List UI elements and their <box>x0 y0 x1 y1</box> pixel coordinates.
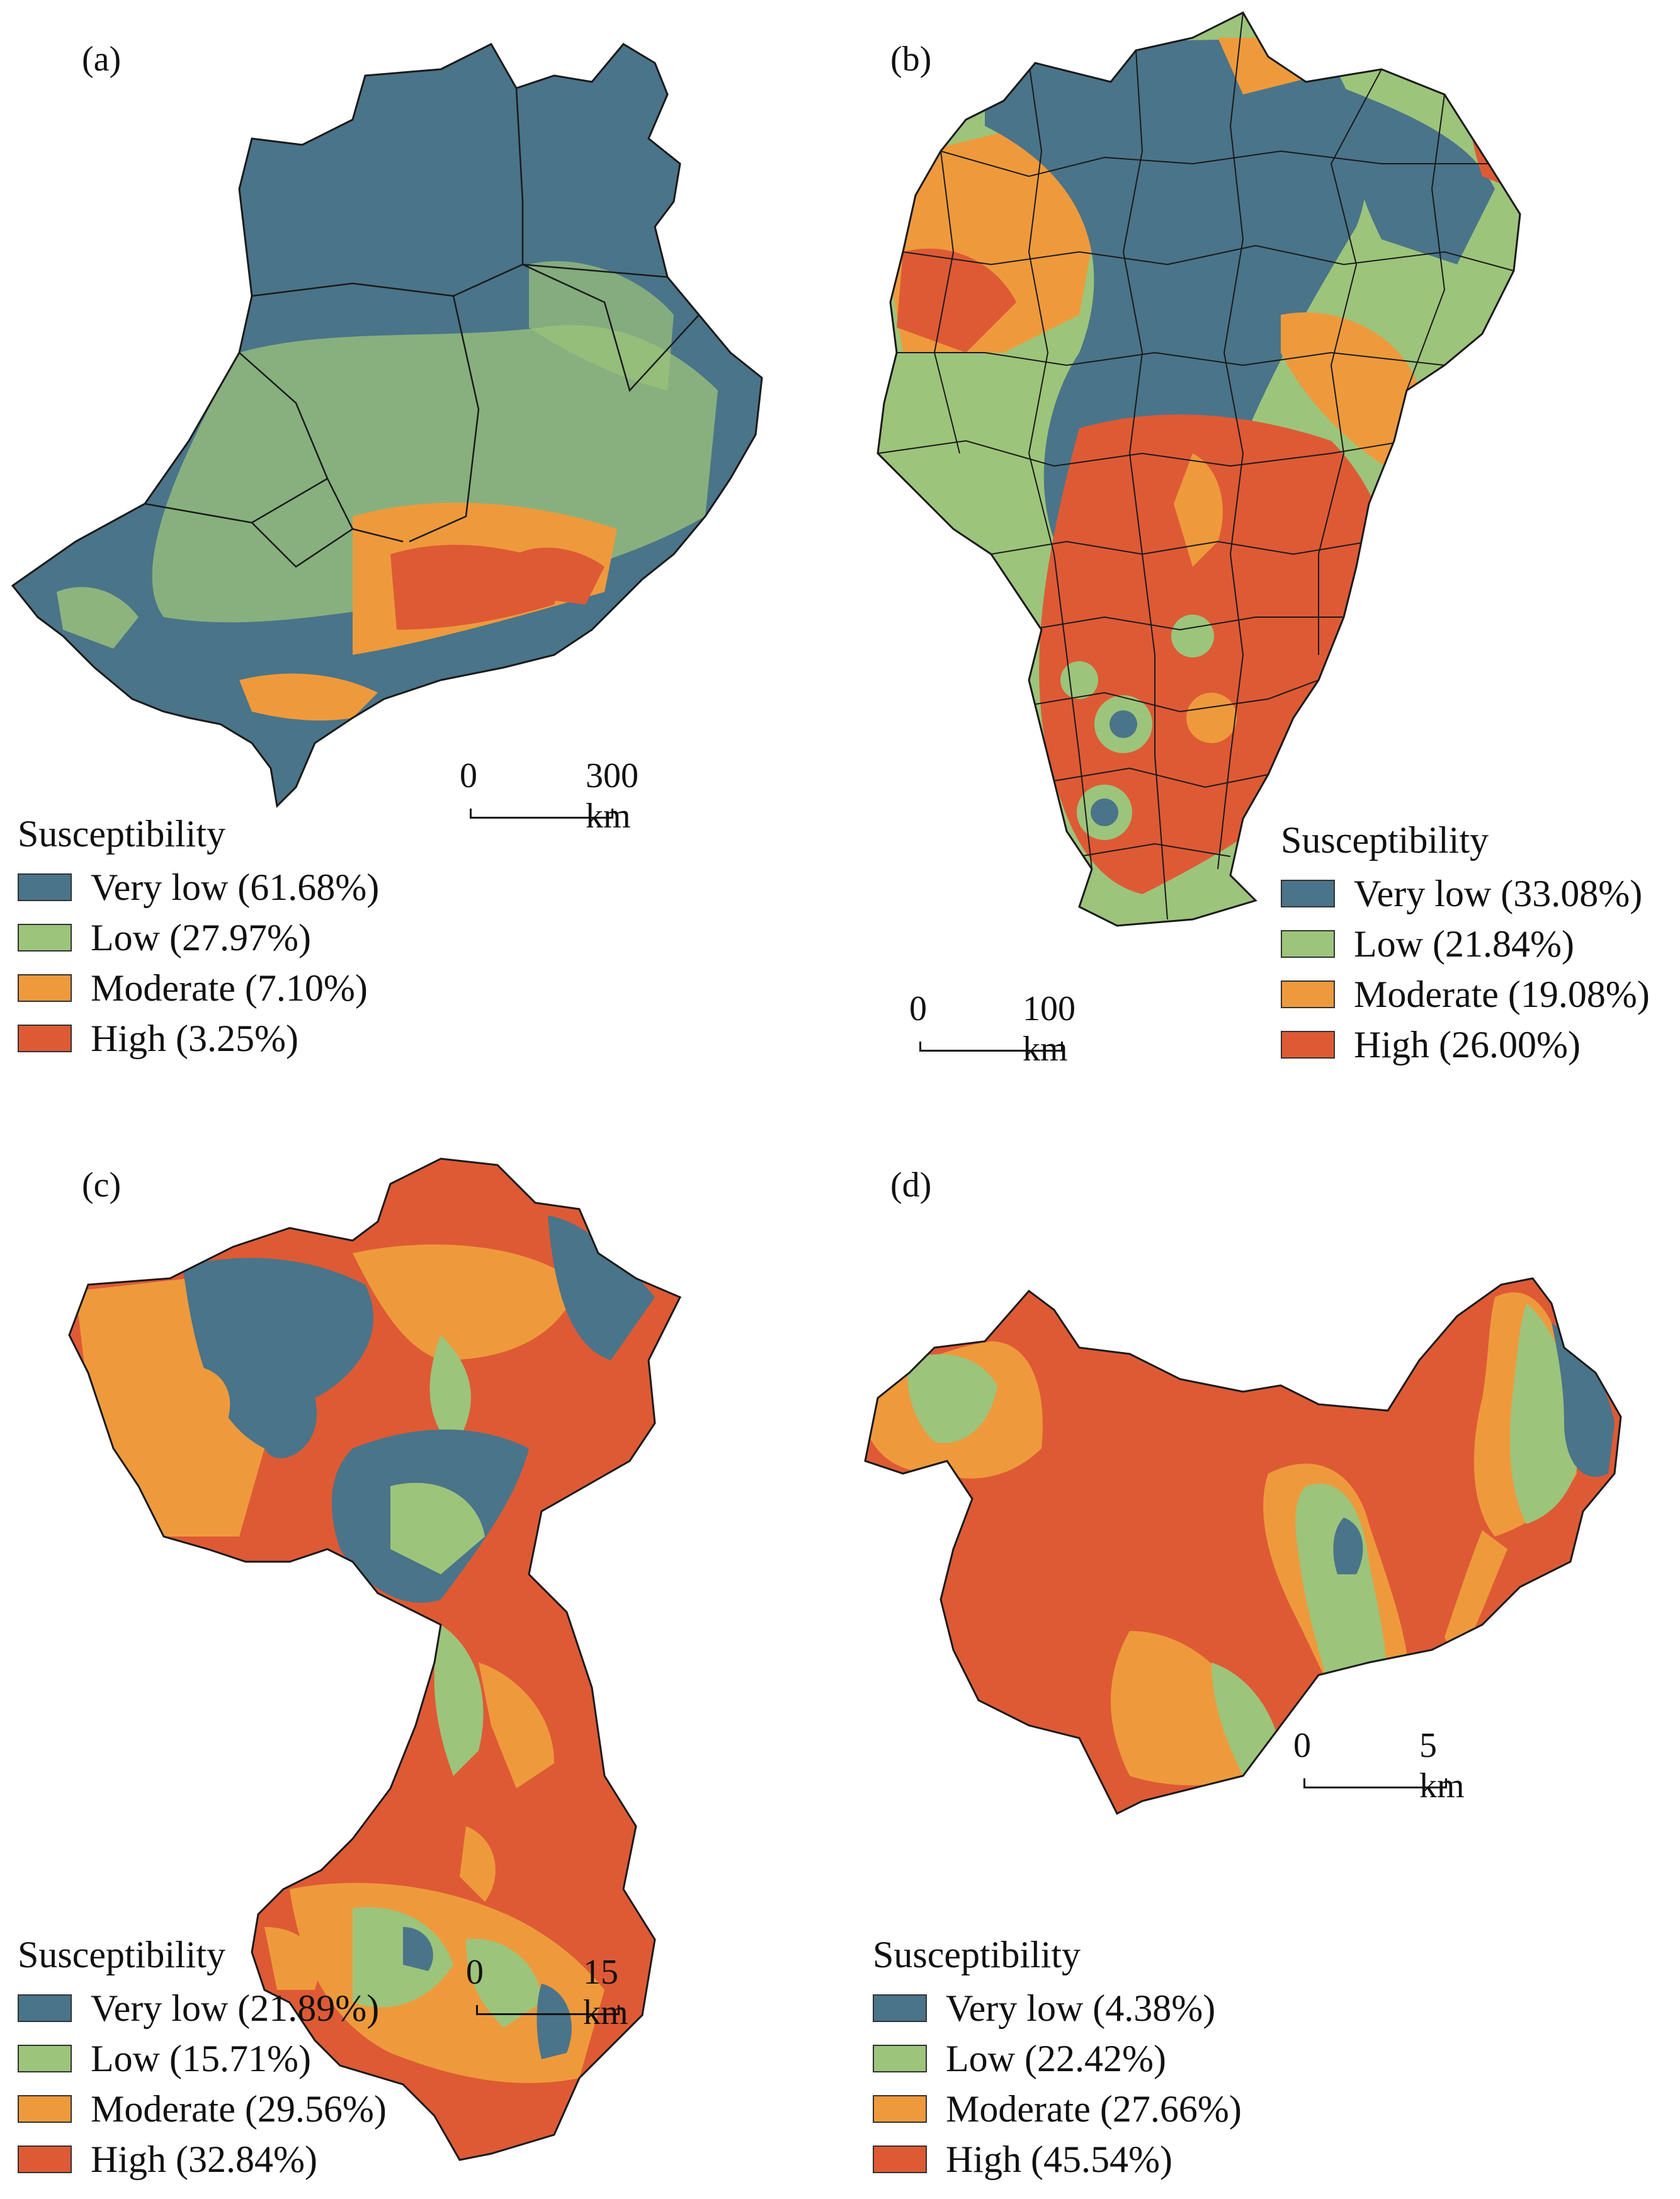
scale-bar-d-end: 5 km <box>1419 1726 1465 1805</box>
legend-c-label-high: High (32.84%) <box>91 2138 317 2180</box>
legend-a-label-moderate: Moderate (7.10%) <box>91 967 368 1009</box>
scale-bar-c-end: 15 km <box>583 1953 628 2032</box>
panel-a-label: (a) <box>82 40 122 79</box>
legend-d: Susceptibility Very low (4.38%) Low (22.… <box>873 1933 1242 2185</box>
legend-swatch <box>18 2145 72 2173</box>
map-a <box>11 43 763 809</box>
map-d <box>864 1277 1622 1815</box>
legend-b-label-low: Low (21.84%) <box>1354 923 1574 965</box>
map-a-provinces <box>144 88 700 568</box>
legend-d-item-very-low: Very low (4.38%) <box>873 1983 1242 2033</box>
legend-c-item-low: Low (15.71%) <box>18 2033 387 2084</box>
legend-b-item-low: Low (21.84%) <box>1281 919 1650 969</box>
legend-d-label-moderate: Moderate (27.66%) <box>946 2088 1242 2130</box>
scale-bar-a-start: 0 <box>460 756 477 795</box>
legend-b-item-very-low: Very low (33.08%) <box>1281 868 1650 919</box>
legend-c-label-moderate: Moderate (29.56%) <box>91 2088 387 2130</box>
legend-swatch <box>18 2095 72 2123</box>
legend-swatch <box>1281 930 1335 958</box>
legend-swatch <box>18 924 72 952</box>
legend-b-item-high: High (26.00%) <box>1281 1020 1650 1070</box>
panel-d: (d) 0 5 km Susceptibility <box>840 1096 1680 2199</box>
legend-b-title: Susceptibility <box>1281 819 1489 861</box>
legend-a-label-low: Low (27.97%) <box>91 916 311 958</box>
legend-d-title: Susceptibility <box>873 1934 1081 1975</box>
panel-a: (a) 0 300 km <box>0 0 840 1096</box>
scale-bar-a-end: 300 km <box>586 756 639 836</box>
panel-c-label: (c) <box>82 1166 122 1205</box>
legend-a: Susceptibility Very low (61.68%) Low (27… <box>18 812 379 1064</box>
legend-swatch <box>873 2045 927 2072</box>
legend-b-item-moderate: Moderate (19.08%) <box>1281 969 1650 1020</box>
scale-bar-d-line <box>1303 1778 1447 1788</box>
legend-swatch <box>873 1994 927 2022</box>
legend-b-label-moderate: Moderate (19.08%) <box>1354 973 1650 1015</box>
map-a-raster <box>13 44 762 806</box>
scale-bar-a-line <box>470 809 613 819</box>
legend-swatch <box>18 1025 72 1052</box>
legend-c-label-low: Low (15.71%) <box>91 2037 311 2079</box>
legend-a-item-high: High (3.25%) <box>18 1013 379 1064</box>
legend-swatch <box>1281 880 1335 907</box>
map-b-counties <box>878 13 1514 920</box>
legend-b-label-very-low: Very low (33.08%) <box>1354 872 1643 914</box>
legend-a-item-low: Low (27.97%) <box>18 912 379 963</box>
scale-bar-c: 0 15 km <box>466 1952 630 2032</box>
legend-d-label-low: Low (22.42%) <box>946 2037 1166 2079</box>
legend-d-item-moderate: Moderate (27.66%) <box>873 2084 1242 2134</box>
legend-c-item-moderate: Moderate (29.56%) <box>18 2084 387 2134</box>
legend-d-item-high: High (45.54%) <box>873 2134 1242 2185</box>
legend-swatch <box>18 873 72 901</box>
legend-swatch <box>18 1994 72 2022</box>
legend-a-item-moderate: Moderate (7.10%) <box>18 963 379 1013</box>
legend-b-label-high: High (26.00%) <box>1354 1023 1581 1065</box>
map-b-raster <box>878 13 1520 926</box>
legend-c-item-high: High (32.84%) <box>18 2134 387 2185</box>
scale-bar-d: 0 5 km <box>1293 1725 1465 1805</box>
map-b <box>877 11 1521 927</box>
scale-bar-a: 0 300 km <box>460 756 639 836</box>
scale-bar-b-start: 0 <box>909 989 927 1028</box>
panel-c: (c) 0 15 <box>0 1096 840 2199</box>
legend-a-title: Susceptibility <box>18 813 225 855</box>
panel-d-label: (d) <box>890 1166 932 1205</box>
scale-bar-d-start: 0 <box>1293 1726 1311 1765</box>
legend-b: Susceptibility Very low (33.08%) Low (21… <box>1281 819 1650 1070</box>
legend-c: Susceptibility Very low (21.89%) Low (15… <box>18 1933 387 2185</box>
legend-c-label-very-low: Very low (21.89%) <box>91 1987 380 2029</box>
legend-swatch <box>873 2095 927 2123</box>
legend-a-label-very-low: Very low (61.68%) <box>91 866 380 908</box>
scale-bar-c-start: 0 <box>466 1953 484 1992</box>
legend-swatch <box>18 974 72 1002</box>
scale-bar-b-end: 100 km <box>1023 989 1076 1069</box>
legend-d-label-high: High (45.54%) <box>946 2138 1172 2180</box>
scale-bar-b: 0 100 km <box>909 989 1076 1069</box>
legend-swatch <box>873 2145 927 2173</box>
scale-bar-c-line <box>476 2005 620 2015</box>
scale-bar-b-line <box>919 1042 1063 1052</box>
legend-swatch <box>18 2045 72 2072</box>
legend-swatch <box>1281 980 1335 1008</box>
legend-c-title: Susceptibility <box>18 1934 225 1975</box>
legend-d-item-low: Low (22.42%) <box>873 2033 1242 2084</box>
legend-a-label-high: High (3.25%) <box>91 1017 298 1059</box>
panel-b-label: (b) <box>890 40 932 79</box>
legend-a-item-very-low: Very low (61.68%) <box>18 862 379 912</box>
legend-d-label-very-low: Very low (4.38%) <box>946 1987 1216 2029</box>
map-c <box>68 1157 682 2161</box>
panel-b: (b) <box>840 0 1680 1096</box>
legend-c-item-very-low: Very low (21.89%) <box>18 1983 387 2033</box>
legend-swatch <box>1281 1031 1335 1059</box>
